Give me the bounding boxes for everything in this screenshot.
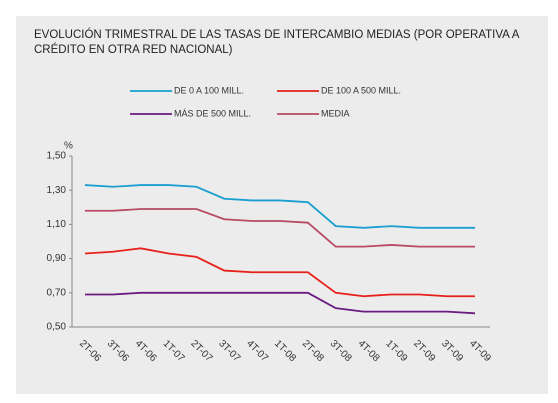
x-tick-label: 1T-08 [272, 338, 298, 364]
x-tick-label: 2T-07 [188, 338, 214, 364]
series-line [84, 247, 475, 298]
y-tick-label: 0,50 [47, 322, 67, 333]
x-tick-label: 4T-09 [467, 338, 493, 364]
x-tick-label: 3T-06 [105, 338, 131, 364]
legend-label: MÁS DE 500 MILL. [174, 108, 251, 118]
y-axis-label: % [64, 141, 73, 152]
x-tick-label: 3T-09 [439, 338, 465, 364]
legend-label: DE 0 A 100 MILL. [174, 85, 244, 95]
x-tick-label: 2T-09 [411, 338, 437, 364]
x-tick-label: 4T-07 [244, 338, 270, 364]
y-tick-label: 1,10 [47, 219, 67, 230]
x-tick-label: 4T-08 [356, 338, 382, 364]
series-line [85, 208, 475, 248]
x-tick-label: 2T-08 [300, 338, 326, 364]
chart-title: EVOLUCIÓN TRIMESTRAL DE LAS TASAS DE INT… [34, 29, 519, 56]
x-tick-label: 1T-09 [383, 338, 409, 364]
legend-label: MEDIA [321, 108, 350, 118]
series-line [85, 291, 476, 315]
x-tick-label: 1T-07 [161, 338, 187, 364]
x-tick-label: 3T-07 [216, 338, 242, 364]
y-tick-label: 0,90 [47, 253, 67, 264]
chart-background [16, 16, 548, 394]
y-tick-label: 1,50 [47, 151, 67, 162]
x-tick-label: 2T-06 [77, 338, 103, 364]
y-tick-label: 1,30 [47, 185, 67, 196]
series-line [84, 184, 475, 229]
x-tick-label: 3T-08 [328, 338, 354, 364]
y-tick-label: 0,70 [47, 287, 67, 298]
legend-label: DE 100 A 500 MILL. [321, 85, 401, 95]
x-tick-label: 4T-06 [133, 338, 159, 364]
